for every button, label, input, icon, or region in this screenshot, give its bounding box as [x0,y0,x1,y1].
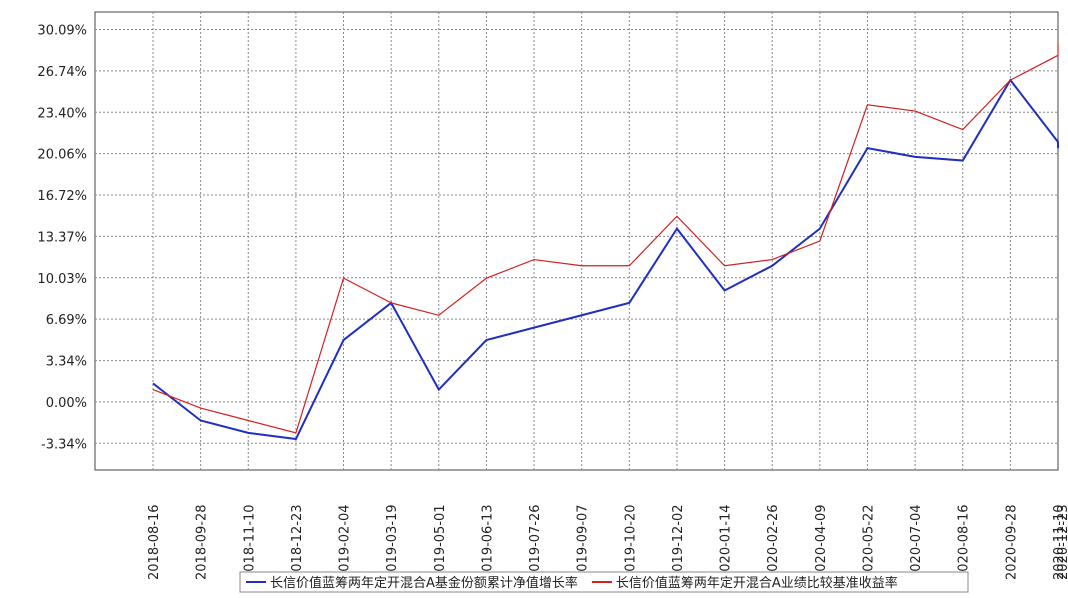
x-tick-label: 2018-12-23 [290,504,305,580]
x-tick-label: 2020-02-26 [766,504,781,580]
x-tick-label: 2020-04-09 [814,504,829,580]
legend-label: 长信价值蓝筹两年定开混合A基金份额累计净值增长率 [270,575,578,591]
x-tick-label: 2020-09-28 [1004,504,1019,580]
y-tick-label: 30.09% [37,23,87,38]
plot-frame [94,11,1059,471]
x-tick-label: 2020-05-22 [861,504,876,580]
x-tick-label: 2018-11-10 [242,504,257,580]
y-tick-label: 6.69% [46,313,87,328]
x-tick-label: 2019-06-13 [480,504,495,580]
x-tick-label: 2018-09-28 [195,504,210,580]
y-tick-label: 20.06% [37,148,87,163]
legend: 长信价值蓝筹两年定开混合A基金份额累计净值增长率 长信价值蓝筹两年定开混合A业绩比… [239,571,969,593]
y-tick-label: 10.03% [37,272,87,287]
x-tick-label: 2018-08-16 [147,504,162,580]
y-tick-label: 26.74% [37,65,87,80]
x-tick-label: 2020-07-04 [909,504,924,580]
x-tick-label: 2020-08-16 [957,504,972,580]
series-line [152,42,1059,434]
x-tick-label: 2019-10-20 [623,504,638,580]
y-tick-label: 16.72% [37,189,87,204]
y-tick-label: 3.34% [46,355,87,370]
x-tick-label: 2019-05-01 [433,504,448,580]
x-tick-label: 2020-01-14 [719,504,734,580]
x-tick-label: 2019-09-07 [576,504,591,580]
y-tick-label: 23.40% [37,106,87,121]
legend-label: 长信价值蓝筹两年定开混合A业绩比较基准收益率 [616,575,898,591]
x-tick-label: 2020-12-23 [1056,504,1068,580]
x-tick-label: 2020-11-10 [1052,504,1067,580]
y-tick-label: -3.34% [41,437,87,452]
series-line [152,78,1059,441]
y-tick-label: 0.00% [46,396,87,411]
x-tick-label: 2019-07-26 [528,504,543,580]
x-tick-label: 2019-02-04 [338,504,353,580]
x-tick-label: 2019-03-19 [385,504,400,580]
y-tick-label: 13.37% [37,230,87,245]
x-tick-label: 2019-12-02 [671,504,686,580]
